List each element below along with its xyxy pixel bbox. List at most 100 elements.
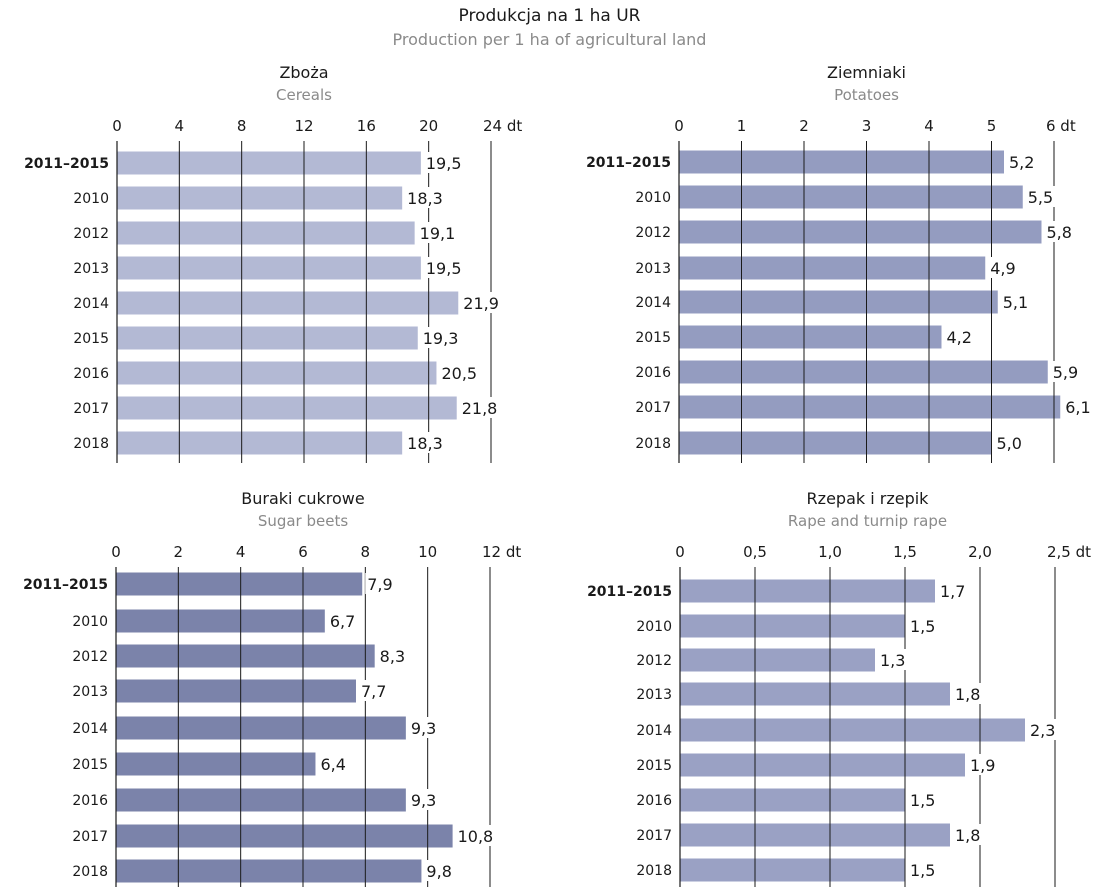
chart3-bar — [116, 788, 406, 812]
chart4-value-label-bg — [878, 649, 909, 670]
chart4-bar — [680, 579, 935, 603]
chart1-category-label: 2012 — [73, 226, 109, 242]
chart4-category-label: 2010 — [636, 619, 672, 635]
chart1-value-label: 19,3 — [423, 329, 459, 348]
chart1-value-label-bg — [405, 432, 446, 453]
chart2-bar — [679, 395, 1061, 419]
chart1-bar — [117, 186, 403, 210]
chart4-title: Rzepak i rzepik — [807, 489, 930, 508]
chart1-value-label: 19,5 — [426, 259, 462, 278]
chart1-bar — [117, 291, 459, 315]
chart2-bar — [679, 256, 986, 280]
chart2-category-label: 2015 — [635, 330, 671, 346]
chart4-category-label: 2011–2015 — [587, 584, 672, 600]
chart3-bar — [116, 572, 363, 596]
chart4-bar — [680, 614, 905, 638]
chart1-category-label: 2013 — [73, 261, 109, 277]
chart3-tick-label: 12 dt — [482, 543, 521, 561]
chart4-value-label: 1,9 — [970, 756, 995, 775]
chart2-bar — [679, 150, 1004, 174]
chart1-tick-label: 4 — [175, 117, 185, 135]
chart2-value-label-bg — [994, 432, 1026, 453]
chart3-bar — [116, 824, 453, 848]
chart3-category-label: 2017 — [72, 829, 108, 845]
chart1-category-label: 2016 — [73, 366, 109, 382]
chart1-subtitle: Cereals — [276, 86, 332, 104]
chart2-value-label: 5,5 — [1028, 188, 1053, 207]
chart3-value-label: 7,7 — [361, 682, 386, 701]
chart2-tick-label: 1 — [737, 117, 747, 135]
chart1-value-label: 19,1 — [420, 224, 456, 243]
chart4-value-label: 1,7 — [940, 582, 965, 601]
chart2-tick-label: 6 dt — [1046, 117, 1076, 135]
chart2-tick-label: 2 — [799, 117, 809, 135]
chart4-value-label-bg — [908, 615, 939, 636]
chart2-category-label: 2017 — [635, 400, 671, 416]
chart4-value-label: 2,3 — [1030, 721, 1055, 740]
chart4-category-label: 2014 — [636, 723, 672, 739]
chart4-category-label: 2015 — [636, 758, 672, 774]
chart2-title: Ziemniaki — [827, 63, 906, 82]
chart1-bar — [117, 396, 457, 420]
chart3-bar — [116, 752, 316, 776]
chart1-value-label-bg — [439, 362, 480, 383]
chart3-bar — [116, 644, 375, 668]
chart3-category-label: 2010 — [72, 614, 108, 630]
chart1-value-label: 18,3 — [407, 189, 443, 208]
chart3-value-label-bg — [358, 680, 390, 701]
chart1-value-label: 20,5 — [441, 364, 477, 383]
chart3-value-label-bg — [377, 645, 409, 666]
chart2-category-label: 2016 — [635, 365, 671, 381]
chart3-tick-label: 2 — [174, 543, 184, 561]
chart1-bar — [117, 256, 421, 280]
chart2-tick-label: 5 — [987, 117, 997, 135]
chart4-category-label: 2016 — [636, 793, 672, 809]
chart3-value-label: 10,8 — [458, 827, 494, 846]
chart2-value-label: 5,9 — [1053, 363, 1078, 382]
chart4-subtitle: Rape and turnip rape — [788, 512, 947, 530]
chart3-value-label-bg — [365, 573, 397, 594]
chart1-bar — [117, 326, 418, 350]
chart3-bar — [116, 609, 325, 633]
chart3-bar — [116, 859, 422, 883]
chart1-tick-label: 12 — [294, 117, 313, 135]
chart2-value-label-bg — [1050, 361, 1082, 382]
chart1-category-label: 2015 — [73, 331, 109, 347]
chart3-value-label: 9,3 — [411, 791, 436, 810]
chart4-bar — [680, 788, 905, 812]
chart3-value-label-bg — [327, 610, 359, 631]
chart3-category-label: 2016 — [72, 793, 108, 809]
chart3-value-label-bg — [318, 753, 350, 774]
chart1-category-label: 2017 — [73, 401, 109, 417]
chart1-value-label-bg — [420, 327, 461, 348]
chart1-category-label: 2018 — [73, 436, 109, 452]
chart1-bar — [117, 361, 437, 385]
chart4-bar — [680, 648, 875, 672]
chart3-tick-label: 6 — [298, 543, 308, 561]
chart2-value-label-bg — [988, 257, 1020, 278]
chart4-value-label: 1,5 — [910, 791, 935, 810]
chart3-category-label: 2018 — [72, 864, 108, 880]
chart4-category-label: 2013 — [636, 687, 672, 703]
chart1-value-label-bg — [417, 222, 458, 243]
chart4-tick-label: 1,5 — [893, 543, 917, 561]
chart4-tick-label: 2,5 dt — [1047, 543, 1091, 561]
chart2-value-label: 5,8 — [1047, 223, 1072, 242]
chart3-value-label: 7,9 — [367, 575, 392, 594]
chart4-value-label-bg — [1028, 719, 1059, 740]
chart4-value-label-bg — [908, 789, 939, 810]
chart4-value-label: 1,5 — [910, 617, 935, 636]
chart2-value-label-bg — [1000, 291, 1032, 312]
chart4-value-label-bg — [953, 824, 984, 845]
chart1-tick-label: 24 dt — [483, 117, 522, 135]
chart1-tick-label: 16 — [357, 117, 376, 135]
chart4-tick-label: 0,5 — [743, 543, 767, 561]
chart4-value-label: 1,5 — [910, 861, 935, 880]
chart2-value-label: 5,1 — [1003, 293, 1028, 312]
chart4-tick-label: 2,0 — [968, 543, 992, 561]
chart2-tick-label: 0 — [674, 117, 684, 135]
chart4-bar — [680, 682, 950, 706]
chart4-bar — [680, 718, 1025, 742]
chart3-value-label: 6,4 — [320, 755, 345, 774]
